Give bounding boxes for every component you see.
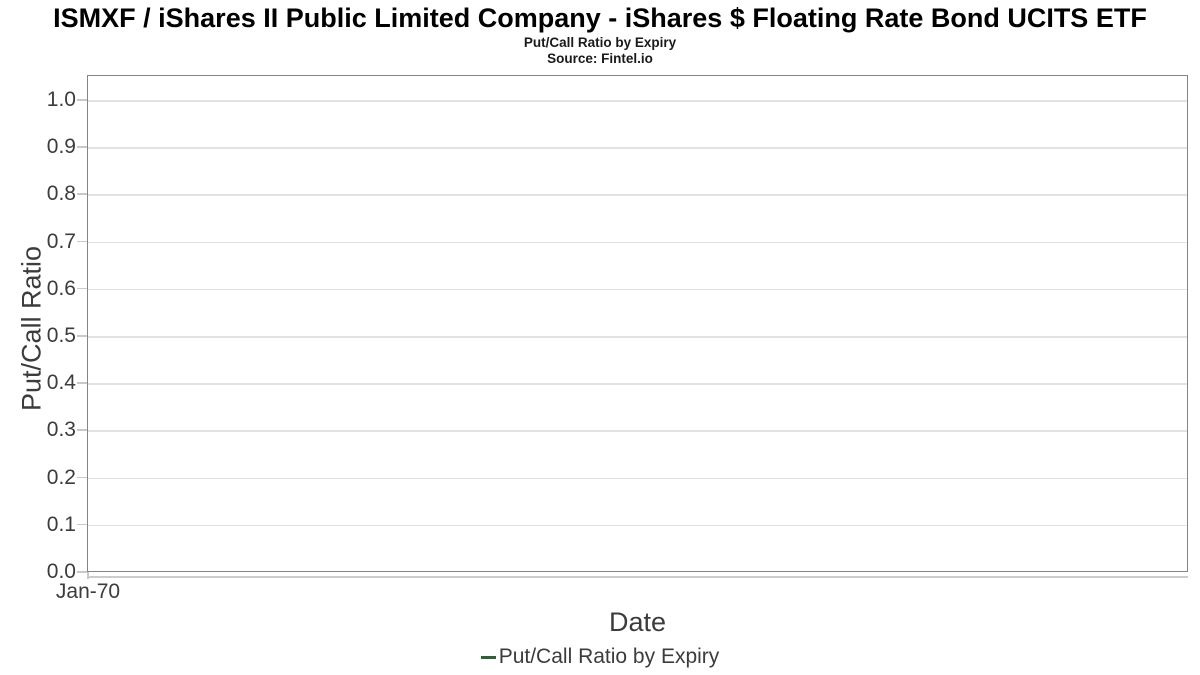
plot-area: [87, 75, 1188, 572]
legend-label: Put/Call Ratio by Expiry: [498, 645, 720, 668]
gridline: [88, 477, 1187, 480]
gridline: [88, 336, 1187, 338]
y-tick-mark: [77, 476, 87, 479]
legend: Put/Call Ratio by Expiry: [0, 645, 1200, 669]
gridline: [88, 430, 1187, 432]
y-tick-mark: [77, 146, 87, 148]
y-tick-label: 0.5: [46, 324, 76, 347]
y-tick-label: 0.3: [46, 418, 76, 442]
gridline: [88, 383, 1187, 385]
legend-item-put-call-ratio[interactable]: Put/Call Ratio by Expiry: [480, 645, 720, 669]
y-tick-mark: [77, 193, 87, 195]
chart-source: Source: Fintel.io: [547, 51, 653, 66]
y-tick-mark: [77, 99, 87, 101]
y-tick-label: 0.2: [46, 465, 76, 489]
x-axis-title: Date: [608, 607, 667, 637]
gridline: [88, 147, 1187, 149]
x-tick-mark: [87, 572, 89, 579]
gridline: [88, 241, 1187, 244]
chart-title: ISMXF / iShares II Public Limited Compan…: [53, 3, 1147, 33]
y-tick-label: 0.9: [46, 135, 76, 159]
legend-line-marker-icon: [480, 655, 496, 659]
y-tick-mark: [77, 240, 87, 243]
gridline: [88, 288, 1187, 291]
y-tick-mark: [77, 571, 87, 573]
y-tick-label: 0.0: [46, 560, 76, 583]
y-tick-mark: [77, 429, 87, 431]
gridline: [88, 100, 1187, 102]
chart-subtitle: Put/Call Ratio by Expiry: [523, 35, 677, 50]
gridline: [88, 194, 1187, 196]
y-tick-label: 1.0: [46, 88, 76, 111]
y-tick-mark: [77, 382, 87, 384]
x-tick-label: Jan-70: [55, 580, 121, 603]
y-tick-label: 0.7: [46, 229, 76, 253]
x-axis-line: [87, 576, 1188, 578]
gridline: [88, 524, 1187, 527]
y-tick-label: 0.1: [46, 512, 76, 536]
y-tick-label: 0.6: [46, 276, 76, 300]
y-tick-mark: [77, 523, 87, 526]
y-tick-label: 0.4: [46, 371, 76, 395]
y-tick-label: 0.8: [46, 182, 76, 206]
y-tick-mark: [77, 335, 87, 337]
y-tick-mark: [77, 287, 87, 290]
